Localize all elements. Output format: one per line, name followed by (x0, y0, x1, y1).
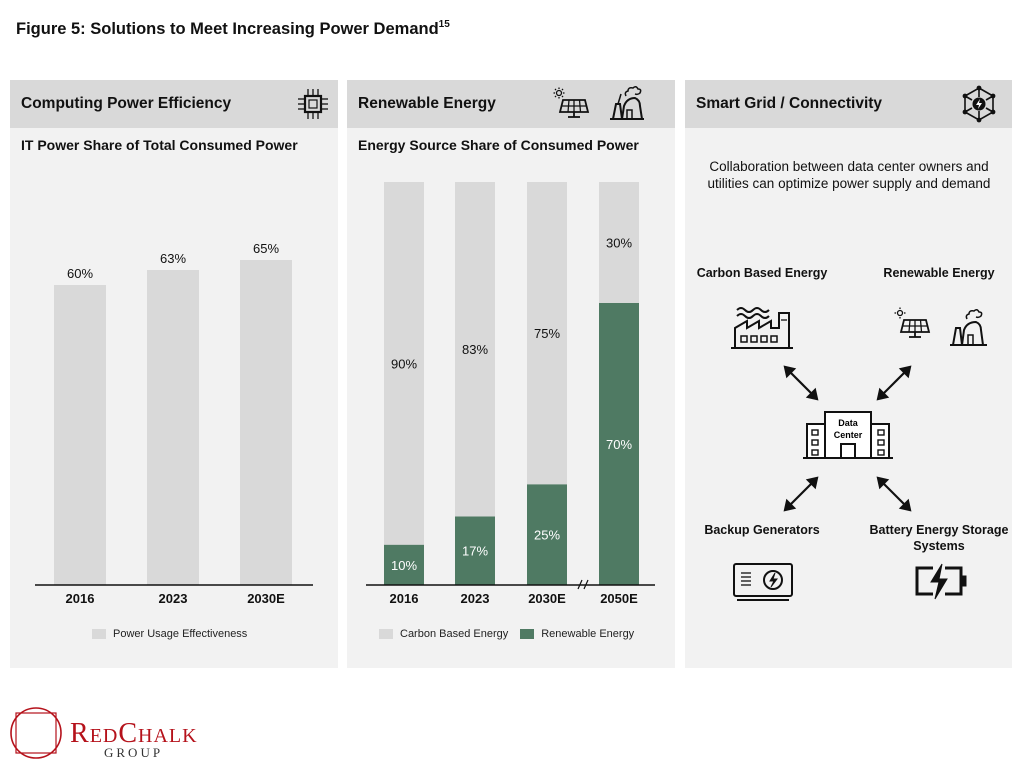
x-tick-2016: 2016 (390, 591, 419, 606)
axis-break-mark (583, 579, 589, 590)
node-label-renewable: Renewable Energy (883, 266, 995, 280)
legend-swatch-renewable (520, 629, 535, 639)
redchalk-logo-icon (10, 707, 62, 759)
legend-label-carbon: Carbon Based Energy (400, 628, 509, 640)
bar-renewable-2016 (384, 544, 424, 585)
legend-item-carbon: Carbon Based Energy (379, 628, 508, 640)
x-tick-2030E: 2030E (528, 591, 566, 606)
connection-arrows (783, 365, 912, 512)
x-tick-2016: 2016 (66, 591, 95, 606)
node-label-carbon: Carbon Based Energy (696, 266, 828, 280)
node-label-backup: Backup Generators (704, 523, 820, 537)
figure-title-text: Figure 5: Solutions to Meet Increasing P… (16, 20, 439, 38)
panel-title: Smart Grid / Connectivity (696, 95, 883, 112)
data-center-label-1: Data (838, 418, 859, 428)
solar-panel-icon (894, 307, 931, 338)
data-label-2023: 63% (160, 251, 186, 266)
bar-2023 (147, 270, 199, 585)
axis-break-mark (577, 579, 583, 590)
data-label-renewable-2023: 17% (462, 544, 488, 559)
chart-subtitle: Energy Source Share of Consumed Power (358, 137, 639, 153)
chart-legend: Power Usage Effectiveness (92, 628, 247, 640)
data-label-renewable-2050E: 70% (606, 437, 632, 452)
data-label-carbon-2030E: 75% (534, 326, 560, 341)
bar-renewable-2030E (527, 484, 567, 585)
panel-header: Smart Grid / Connectivity (685, 80, 1012, 128)
brand-subtitle: GROUP (104, 745, 164, 760)
smart-grid-panel: Smart Grid / Connectivity Collaboration … (685, 80, 1012, 668)
legend-swatch-carbon (379, 629, 393, 639)
panel-title: Renewable Energy (358, 95, 496, 112)
generator-icon (733, 563, 793, 601)
power-plant-icon (950, 308, 987, 346)
renewable-energy-panel: Renewable Energy (347, 80, 675, 668)
factory-icon (731, 307, 793, 349)
x-tick-2023: 2023 (461, 591, 490, 606)
data-center-building-icon (803, 411, 893, 459)
bar-carbon-2050E (599, 182, 639, 303)
legend-swatch-pue (92, 629, 106, 639)
cpu-chip-icon (298, 89, 328, 119)
brand-name: REDCHALK (70, 718, 198, 749)
bar-2016 (54, 285, 106, 585)
network-nodes-icon (962, 85, 996, 123)
battery-icon (915, 563, 967, 600)
energy-source-chart: 10% 90% 2016 17% 83% 2023 25% 75% 2030E 70% 30% 205… (366, 182, 655, 606)
chart-legend: Carbon Based Energy Renewable Energy (379, 628, 646, 640)
solar-panel-icon (553, 87, 590, 118)
power-plant-icon (610, 85, 644, 120)
legend-item-renewable: Renewable Energy (520, 628, 634, 640)
bar-carbon-2016 (384, 182, 424, 545)
data-label-renewable-2030E: 25% (534, 528, 560, 543)
legend-label-renewable: Renewable Energy (541, 628, 635, 640)
data-label-2030E: 65% (253, 241, 279, 256)
x-tick-2030E: 2030E (247, 591, 285, 606)
x-tick-2050E: 2050E (600, 591, 638, 606)
bar-renewable-2050E (599, 302, 639, 585)
bar-carbon-2030E (527, 182, 567, 485)
legend-label-pue: Power Usage Effectiveness (113, 628, 248, 640)
footnote-marker: 15 (438, 19, 450, 30)
it-power-share-chart: 60% 2016 63% 2023 65% 2030E (35, 241, 313, 606)
x-tick-2023: 2023 (159, 591, 188, 606)
data-label-carbon-2016: 90% (391, 356, 417, 371)
node-label-battery: Battery Energy Storage Systems (869, 523, 1009, 553)
panel-header: Renewable Energy (347, 80, 675, 128)
bar-renewable-2023 (455, 516, 495, 585)
bar-2030E (240, 260, 292, 585)
figure-title: Figure 5: Solutions to Meet Increasing P… (16, 19, 450, 39)
data-label-carbon-2023: 83% (462, 342, 488, 357)
panel-title: Computing Power Efficiency (21, 95, 232, 112)
data-label-2016: 60% (67, 266, 93, 281)
smart-grid-diagram: Data Center (731, 307, 987, 601)
data-label-renewable-2016: 10% (391, 558, 417, 573)
smart-grid-description: Collaboration between data center owners… (707, 159, 991, 191)
computing-efficiency-panel: Computing Power Efficiency IT Power Shar… (10, 80, 338, 668)
data-center-label-2: Center (834, 430, 863, 440)
chart-subtitle: IT Power Share of Total Consumed Power (21, 137, 298, 153)
panel-header: Computing Power Efficiency (10, 80, 338, 128)
bar-carbon-2023 (455, 182, 495, 517)
data-label-carbon-2050E: 30% (606, 235, 632, 250)
